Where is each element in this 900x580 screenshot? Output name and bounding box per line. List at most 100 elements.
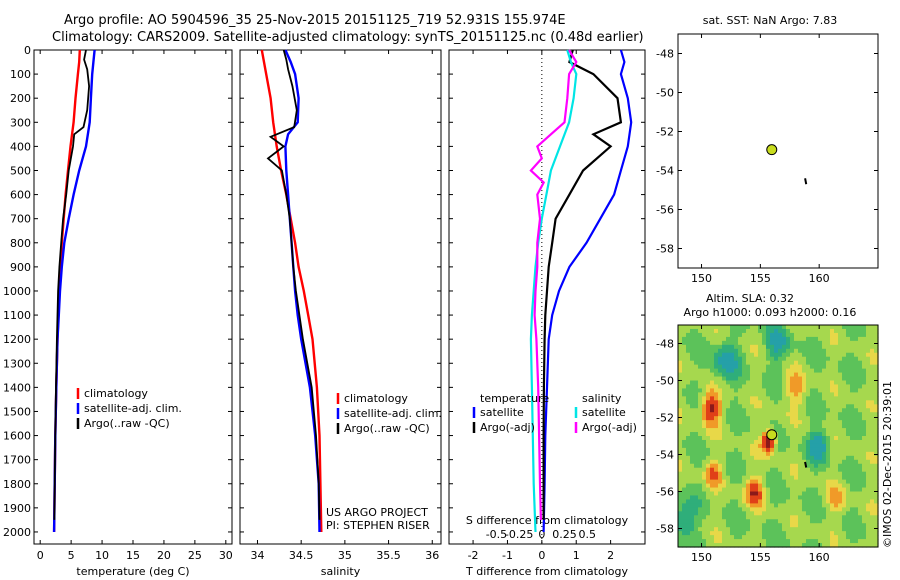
sla-cell bbox=[830, 384, 835, 390]
map-title: sat. SST: NaN Argo: 7.83 bbox=[703, 14, 837, 27]
sla-cell bbox=[834, 515, 839, 520]
sla-cell bbox=[766, 380, 771, 386]
sla-cell bbox=[814, 372, 819, 378]
sla-cell bbox=[686, 380, 691, 386]
sla-cell bbox=[818, 348, 823, 354]
sla-cell bbox=[706, 432, 711, 437]
sla-cell bbox=[798, 392, 803, 397]
sla-cell bbox=[806, 523, 811, 528]
sla-cell bbox=[822, 380, 827, 386]
sla-cell bbox=[798, 352, 803, 358]
sla-cell bbox=[778, 459, 783, 465]
sla-cell bbox=[774, 467, 779, 473]
sla-cell bbox=[794, 392, 799, 397]
sla-cell bbox=[682, 475, 687, 481]
sla-cell bbox=[842, 483, 847, 489]
sla-cell bbox=[690, 483, 695, 489]
sla-cell bbox=[686, 428, 691, 433]
sla-cell bbox=[778, 507, 783, 512]
sla-cell bbox=[782, 332, 787, 338]
sla-cell bbox=[778, 523, 783, 528]
sla-cell bbox=[706, 487, 711, 493]
sla-cell bbox=[730, 396, 735, 401]
sla-cell bbox=[838, 364, 843, 370]
sla-cell bbox=[762, 432, 767, 437]
sla-cell bbox=[694, 511, 699, 516]
sla-cell bbox=[750, 523, 755, 528]
sla-cell bbox=[834, 420, 839, 425]
sla-cell bbox=[842, 344, 847, 350]
sla-cell bbox=[710, 475, 715, 481]
sla-cell bbox=[794, 436, 799, 441]
sla-cell bbox=[766, 416, 771, 421]
sla-cell bbox=[742, 404, 747, 409]
sla-cell bbox=[838, 447, 843, 453]
sla-cell bbox=[718, 400, 723, 405]
sla-cell bbox=[806, 348, 811, 354]
sla-cell bbox=[826, 376, 831, 382]
sla-cell bbox=[778, 416, 783, 421]
sla-cell bbox=[854, 388, 859, 393]
sla-cell bbox=[818, 436, 823, 441]
sla-cell bbox=[762, 356, 767, 362]
sla-cell bbox=[782, 531, 787, 536]
sla-cell bbox=[842, 511, 847, 516]
sla-cell bbox=[822, 511, 827, 516]
sla-cell bbox=[726, 463, 731, 469]
sla-cell bbox=[818, 515, 823, 520]
sla-cell bbox=[842, 519, 847, 524]
sla-cell bbox=[782, 368, 787, 374]
sla-cell bbox=[722, 392, 727, 397]
sla-cell bbox=[730, 475, 735, 481]
sla-cell bbox=[834, 535, 839, 540]
sla-cell bbox=[750, 328, 755, 334]
sla-cell bbox=[678, 535, 683, 540]
sla-cell bbox=[838, 356, 843, 362]
sla-cell bbox=[702, 372, 707, 378]
sla-cell bbox=[718, 527, 723, 532]
sla-cell bbox=[714, 527, 719, 532]
sla-cell bbox=[722, 328, 727, 334]
sla-cell bbox=[870, 340, 875, 346]
sla-cell bbox=[874, 527, 879, 532]
sla-cell bbox=[842, 475, 847, 481]
sla-cell bbox=[734, 404, 739, 409]
sla-cell bbox=[758, 459, 763, 465]
sla-cell bbox=[742, 515, 747, 520]
sla-cell bbox=[790, 384, 795, 390]
sla-cell bbox=[734, 527, 739, 532]
sla-cell bbox=[726, 412, 731, 417]
sla-cell bbox=[794, 507, 799, 512]
sla-cell bbox=[846, 475, 851, 481]
sla-cell bbox=[854, 455, 859, 461]
sla-cell bbox=[766, 328, 771, 334]
sla-cell bbox=[730, 511, 735, 516]
sla-cell bbox=[822, 455, 827, 461]
sla-cell bbox=[842, 487, 847, 493]
sla-cell bbox=[694, 332, 699, 338]
legend-label: Argo(..raw -QC) bbox=[344, 422, 430, 435]
sla-cell bbox=[742, 439, 747, 445]
sla-cell bbox=[726, 519, 731, 524]
sla-cell bbox=[762, 340, 767, 346]
sla-cell bbox=[810, 328, 815, 334]
sla-cell bbox=[770, 499, 775, 504]
sla-cell bbox=[802, 451, 807, 457]
sla-cell bbox=[758, 515, 763, 520]
sla-cell bbox=[778, 519, 783, 524]
sla-cell bbox=[818, 428, 823, 433]
map-title: Altim. SLA: 0.32 bbox=[706, 292, 794, 305]
sla-cell bbox=[830, 376, 835, 382]
series-line bbox=[260, 49, 323, 533]
sla-cell bbox=[710, 515, 715, 520]
sla-cell bbox=[730, 368, 735, 374]
sla-cell bbox=[698, 412, 703, 417]
sla-cell bbox=[722, 356, 727, 362]
sla-cell bbox=[686, 495, 691, 501]
sla-cell bbox=[810, 483, 815, 489]
sla-cell bbox=[806, 471, 811, 477]
sla-cell bbox=[858, 388, 863, 393]
sla-cell bbox=[834, 487, 839, 493]
sla-cell bbox=[798, 348, 803, 354]
sla-cell bbox=[874, 543, 879, 548]
